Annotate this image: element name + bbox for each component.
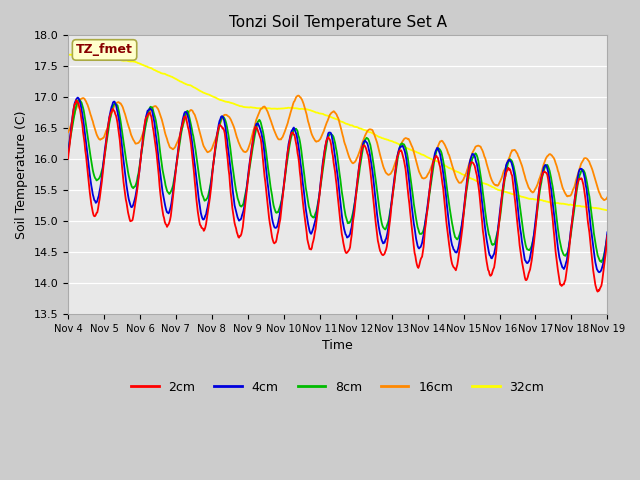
- Legend: 2cm, 4cm, 8cm, 16cm, 32cm: 2cm, 4cm, 8cm, 16cm, 32cm: [126, 376, 549, 399]
- Y-axis label: Soil Temperature (C): Soil Temperature (C): [15, 110, 28, 239]
- X-axis label: Time: Time: [323, 339, 353, 352]
- Title: Tonzi Soil Temperature Set A: Tonzi Soil Temperature Set A: [228, 15, 447, 30]
- Text: TZ_fmet: TZ_fmet: [76, 43, 133, 57]
